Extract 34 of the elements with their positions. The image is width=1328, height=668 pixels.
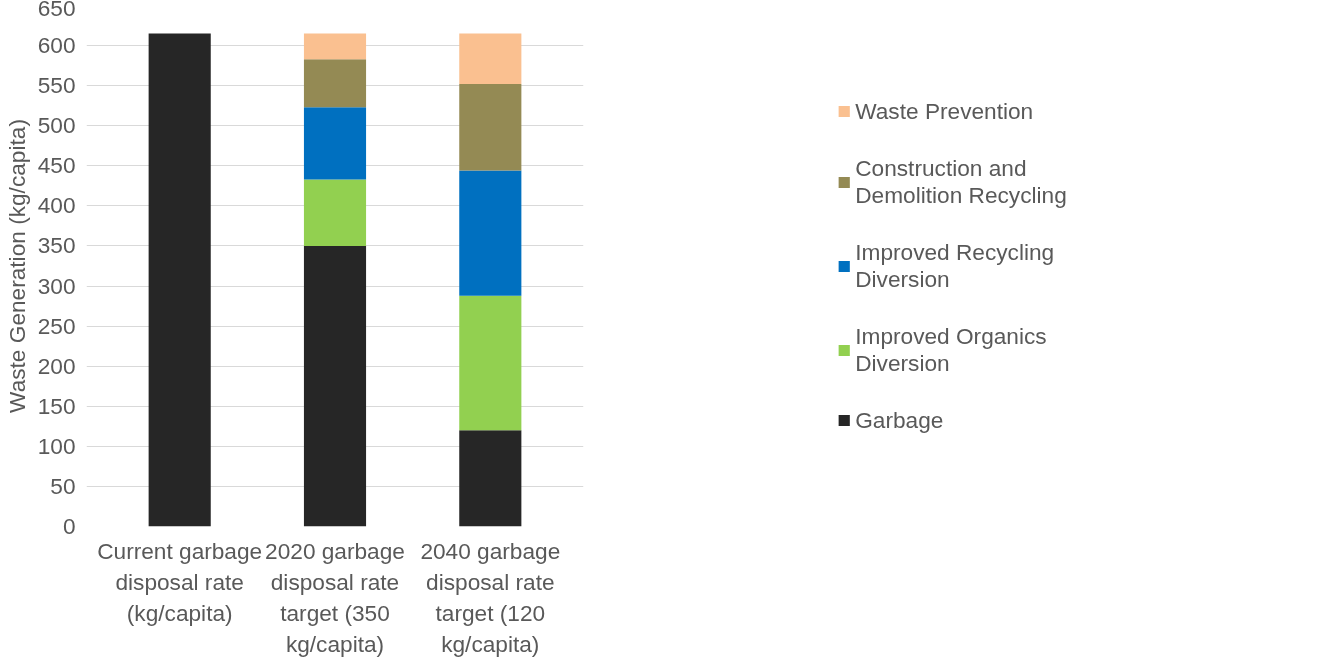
y-axis-title: Waste Generation (kg/capita): [3, 119, 30, 413]
bar: [148, 33, 211, 527]
bar: [459, 295, 522, 431]
legend-label: Improved Organics Diversion: [855, 322, 1047, 377]
y-tick-label: 100: [37, 432, 76, 459]
y-tick-label: 550: [37, 72, 76, 99]
y-tick-label: 200: [37, 352, 76, 379]
legend-label: Waste Prevention: [855, 97, 1034, 125]
y-tick-label: 500: [37, 112, 76, 139]
bar: [303, 107, 367, 180]
bar: [303, 245, 367, 527]
y-tick-label: 300: [37, 272, 76, 299]
bar: [303, 59, 367, 108]
bar: [303, 33, 367, 60]
y-tick-label: 400: [37, 192, 76, 219]
bar: [459, 170, 522, 296]
y-tick-label: 650: [37, 0, 76, 21]
x-tick-label: 2020 garbage disposal rate target (350 kg/capita): [265, 537, 405, 658]
legend-label: Garbage: [855, 406, 944, 434]
bar: [459, 84, 522, 171]
y-tick-label: 600: [37, 32, 76, 59]
y-tick-label: 0: [62, 513, 76, 539]
y-tick-label: 350: [37, 232, 76, 259]
bar: [303, 179, 367, 246]
y-tick-label: 450: [37, 152, 76, 179]
legend-label: Improved Recycling Diversion: [855, 238, 1055, 293]
bar: [459, 430, 522, 527]
y-tick-label: 50: [50, 472, 76, 499]
bar: [459, 33, 522, 85]
y-tick-label: 150: [37, 392, 76, 419]
x-tick-label: 2040 garbage disposal rate target (120 kg/capita): [420, 537, 561, 658]
x-tick-label: Current garbage disposal rate (kg/capita): [97, 537, 263, 626]
legend-label: Construction and Demolition Recycling: [855, 154, 1067, 209]
y-tick-label: 250: [37, 312, 76, 339]
